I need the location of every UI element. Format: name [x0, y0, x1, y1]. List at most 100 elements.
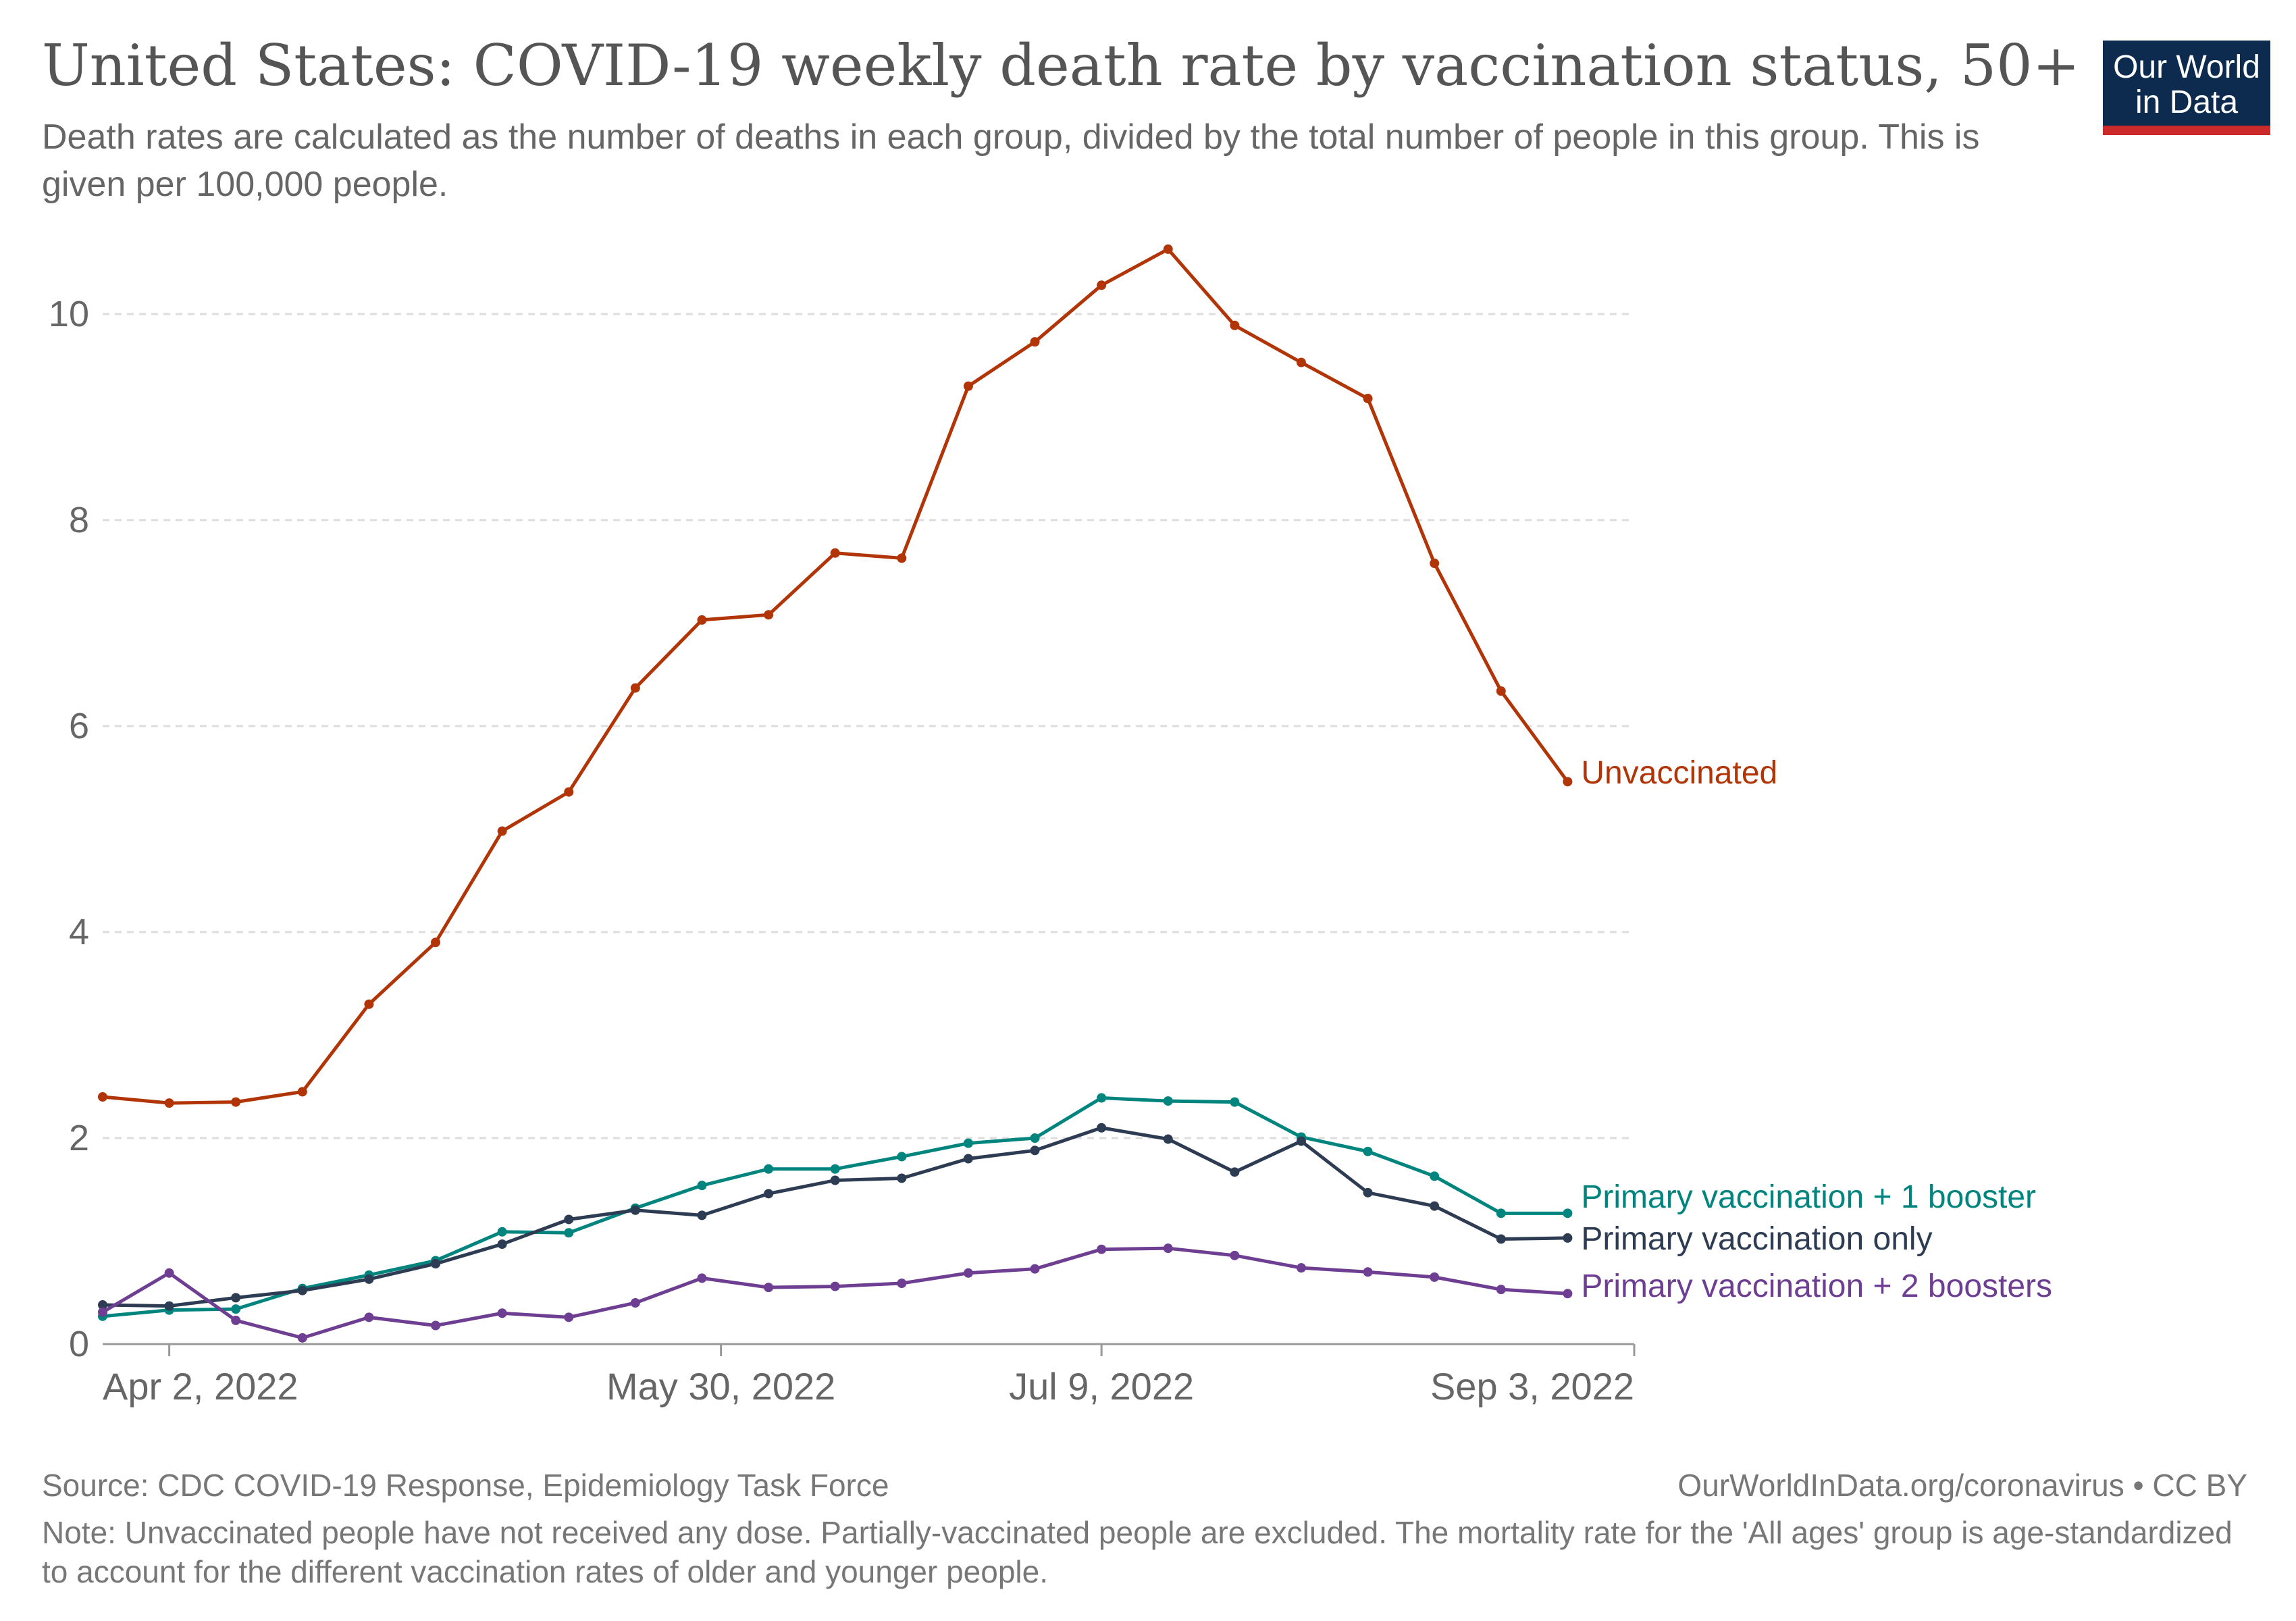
footnote: Note: Unvaccinated people have not recei…: [42, 1515, 2233, 1589]
data-point: [1030, 1133, 1040, 1143]
logo-line-1: Our World: [2113, 49, 2260, 85]
data-point: [897, 1279, 907, 1289]
gridlines: [103, 313, 1634, 1139]
data-point: [1430, 1201, 1440, 1211]
data-point: [1030, 337, 1040, 347]
data-point: [1296, 1263, 1306, 1273]
series-labels: Unvaccinated Primary vaccination + 1 boos…: [1581, 755, 2052, 1304]
line-chart: 0 2 4 6 8 10 Apr 2, 2022 May 30, 2022 Jul 9, 20…: [49, 244, 2052, 1408]
series-label: Unvaccinated: [1581, 755, 1777, 791]
data-point: [1363, 1146, 1373, 1156]
data-point: [630, 1205, 640, 1215]
data-point: [1563, 777, 1573, 787]
data-point: [1097, 1123, 1107, 1133]
data-point: [963, 1154, 973, 1164]
data-point: [963, 1268, 973, 1278]
source-note: Source: CDC COVID-19 Response, Epidemiol…: [42, 1468, 889, 1503]
series-line-primary_only: [102, 1126, 1568, 1308]
data-point: [697, 1181, 707, 1191]
data-point: [297, 1087, 307, 1097]
data-point: [564, 1214, 574, 1225]
data-point: [1363, 394, 1373, 404]
y-tick-label: 10: [49, 294, 89, 334]
data-point: [564, 1228, 574, 1238]
data-point: [164, 1098, 174, 1108]
data-point: [764, 1164, 774, 1174]
data-point: [1296, 1136, 1306, 1146]
chart-subtitle: Death rates are calculated as the number…: [42, 118, 1980, 204]
data-point: [1230, 1167, 1240, 1177]
data-point: [830, 548, 840, 558]
series-label: Primary vaccination + 2 boosters: [1581, 1268, 2052, 1304]
data-point: [1230, 1250, 1240, 1260]
data-point: [1230, 1097, 1240, 1107]
data-point: [231, 1315, 241, 1325]
data-point: [897, 553, 907, 563]
data-point: [497, 1308, 507, 1318]
y-axis-ticks: 0 2 4 6 8 10: [49, 294, 89, 1364]
data-point: [764, 610, 774, 620]
data-point: [1496, 1234, 1506, 1244]
data-point: [697, 1273, 707, 1283]
series-line-unvaccinated: [102, 247, 1569, 1105]
data-point: [1430, 1272, 1440, 1282]
data-point: [897, 1173, 907, 1183]
data-point: [1563, 1289, 1573, 1299]
data-point: [697, 1210, 707, 1220]
data-point: [630, 683, 640, 693]
data-point: [364, 999, 374, 1009]
data-point: [1163, 1134, 1173, 1144]
logo-accent-bar: [2103, 126, 2270, 135]
data-point: [1030, 1146, 1040, 1156]
logo-line-2: in Data: [2135, 84, 2239, 120]
data-point: [764, 1283, 774, 1293]
data-point: [564, 787, 574, 797]
data-point: [1563, 1208, 1573, 1218]
data-point: [297, 1333, 307, 1343]
data-point: [764, 1189, 774, 1199]
data-point: [1296, 357, 1306, 367]
data-point: [98, 1300, 107, 1310]
data-point: [231, 1304, 241, 1314]
data-point: [830, 1164, 840, 1174]
owid-logo[interactable]: Our World in Data: [2103, 41, 2270, 135]
data-point: [1030, 1264, 1040, 1274]
series-label: Primary vaccination only: [1581, 1221, 1932, 1257]
series-line-booster2: [101, 1246, 1568, 1340]
data-point: [1430, 559, 1440, 569]
x-tick-label: Jul 9, 2022: [1009, 1365, 1194, 1408]
data-point: [98, 1092, 107, 1102]
data-point: [1163, 244, 1173, 254]
data-point: [630, 1298, 640, 1308]
data-point: [497, 1227, 507, 1237]
data-point: [1163, 1243, 1173, 1254]
data-point: [897, 1152, 907, 1162]
data-point: [231, 1293, 241, 1303]
data-point: [164, 1301, 174, 1311]
data-point: [364, 1274, 374, 1284]
x-tick-label: Apr 2, 2022: [103, 1365, 298, 1408]
y-tick-label: 4: [69, 912, 89, 952]
y-tick-label: 8: [69, 500, 89, 540]
data-point: [1097, 1244, 1107, 1254]
data-point: [697, 615, 707, 625]
data-point: [564, 1312, 574, 1322]
data-point: [497, 1239, 507, 1250]
license-link[interactable]: OurWorldInData.org/coronavirus • CC BY: [1677, 1468, 2247, 1503]
data-point: [830, 1175, 840, 1185]
data-point: [497, 826, 507, 836]
data-point: [1230, 320, 1240, 330]
data-point: [297, 1285, 307, 1295]
data-point: [1430, 1171, 1440, 1181]
data-point: [1097, 1093, 1107, 1103]
data-point: [98, 1307, 107, 1317]
data-point: [1563, 1233, 1573, 1243]
data-point: [364, 1312, 374, 1322]
series-lines: [98, 244, 1573, 1343]
series-label: Primary vaccination + 1 booster: [1581, 1179, 2036, 1215]
x-tick-label: May 30, 2022: [606, 1365, 835, 1408]
data-point: [1097, 280, 1107, 290]
data-point: [431, 1320, 441, 1331]
data-point: [1363, 1187, 1373, 1198]
data-point: [1496, 1285, 1506, 1295]
